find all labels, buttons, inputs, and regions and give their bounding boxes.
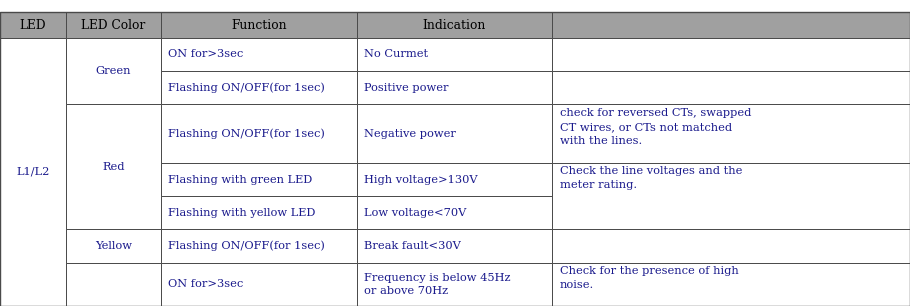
- Bar: [357, 104, 552, 163]
- Text: check for reversed CTs, swapped
CT wires, or CTs not matched
with the lines.: check for reversed CTs, swapped CT wires…: [560, 108, 751, 146]
- Bar: [66, 104, 161, 229]
- Bar: [161, 229, 357, 263]
- Bar: [357, 229, 552, 263]
- Text: LED Color: LED Color: [81, 19, 146, 32]
- Text: Function: Function: [231, 19, 287, 32]
- Text: Positive power: Positive power: [364, 83, 449, 93]
- Text: No Curmet: No Curmet: [364, 49, 428, 59]
- Text: Flashing ON/OFF(for 1sec): Flashing ON/OFF(for 1sec): [168, 241, 325, 251]
- Text: Low voltage<70V: Low voltage<70V: [364, 208, 466, 218]
- Text: ON for>3sec: ON for>3sec: [168, 49, 244, 59]
- Text: Flashing with green LED: Flashing with green LED: [168, 174, 313, 185]
- Text: Break fault<30V: Break fault<30V: [364, 241, 460, 251]
- Bar: [161, 163, 357, 196]
- Bar: [357, 263, 552, 306]
- Bar: [357, 12, 552, 38]
- Bar: [552, 12, 910, 38]
- Bar: [357, 38, 552, 71]
- Bar: [161, 196, 357, 229]
- Text: Flashing with yellow LED: Flashing with yellow LED: [168, 208, 316, 218]
- Bar: [161, 38, 357, 71]
- Text: L1/L2: L1/L2: [16, 167, 49, 177]
- Text: Indication: Indication: [423, 19, 486, 32]
- Bar: [357, 71, 552, 104]
- Bar: [0, 38, 66, 306]
- Text: Yellow: Yellow: [95, 241, 132, 251]
- Text: Flashing ON/OFF(for 1sec): Flashing ON/OFF(for 1sec): [168, 82, 325, 93]
- Bar: [66, 12, 161, 38]
- Bar: [357, 196, 552, 229]
- Text: Negative power: Negative power: [364, 129, 456, 139]
- Bar: [552, 229, 910, 263]
- Bar: [552, 263, 910, 306]
- Text: ON for>3sec: ON for>3sec: [168, 279, 244, 289]
- Text: High voltage>130V: High voltage>130V: [364, 174, 478, 185]
- Bar: [161, 263, 357, 306]
- Bar: [552, 163, 910, 229]
- Bar: [66, 263, 161, 306]
- Bar: [66, 229, 161, 263]
- Text: Frequency is below 45Hz
or above 70Hz: Frequency is below 45Hz or above 70Hz: [364, 273, 511, 296]
- Bar: [357, 163, 552, 196]
- Bar: [552, 104, 910, 163]
- Text: LED: LED: [19, 19, 46, 32]
- Text: Flashing ON/OFF(for 1sec): Flashing ON/OFF(for 1sec): [168, 128, 325, 139]
- Bar: [66, 38, 161, 104]
- Text: Check for the presence of high
noise.: Check for the presence of high noise.: [560, 266, 738, 289]
- Text: Green: Green: [96, 66, 131, 76]
- Bar: [552, 38, 910, 71]
- Bar: [161, 71, 357, 104]
- Bar: [161, 12, 357, 38]
- Text: Red: Red: [102, 162, 125, 172]
- Bar: [552, 71, 910, 104]
- Text: Check the line voltages and the
meter rating.: Check the line voltages and the meter ra…: [560, 166, 742, 190]
- Bar: [0, 12, 66, 38]
- Bar: [161, 104, 357, 163]
